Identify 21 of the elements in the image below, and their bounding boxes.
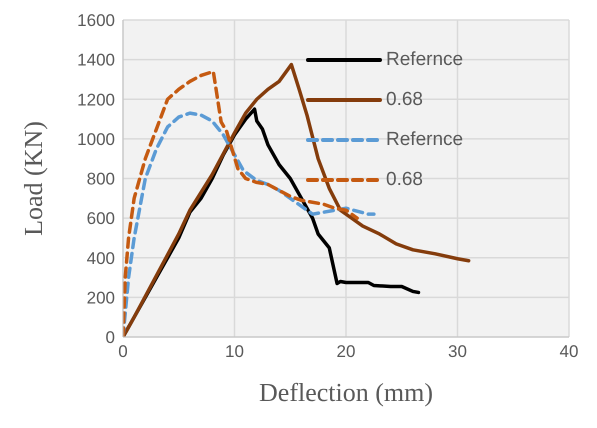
y-tick-label: 1400	[77, 50, 115, 70]
y-tick-label: 0	[106, 328, 115, 348]
y-tick-label: 800	[86, 170, 115, 189]
y-tick-label: 400	[86, 248, 115, 268]
legend-label: Refernce	[386, 129, 464, 151]
x-tick-label: 40	[560, 342, 578, 362]
legend-label: 0.68	[386, 169, 423, 191]
y-tick-label: 1200	[77, 90, 115, 110]
line-series	[123, 70, 359, 337]
legend-label: Refernce	[386, 49, 464, 71]
x-tick-label: 20	[336, 342, 356, 362]
y-axis-title: Load (KN)	[19, 121, 48, 236]
y-tick-label: 600	[86, 209, 115, 228]
x-axis-title: Deflection (mm)	[259, 378, 433, 407]
x-tick-label: 0	[118, 342, 128, 362]
x-tick-label: 10	[225, 342, 244, 362]
legend-label: 0.68	[386, 89, 423, 111]
y-tick-label: 200	[86, 288, 115, 308]
x-tick-label: 30	[448, 342, 467, 362]
y-tick-label: 1000	[77, 130, 115, 149]
y-tick-label: 1600	[77, 11, 115, 30]
